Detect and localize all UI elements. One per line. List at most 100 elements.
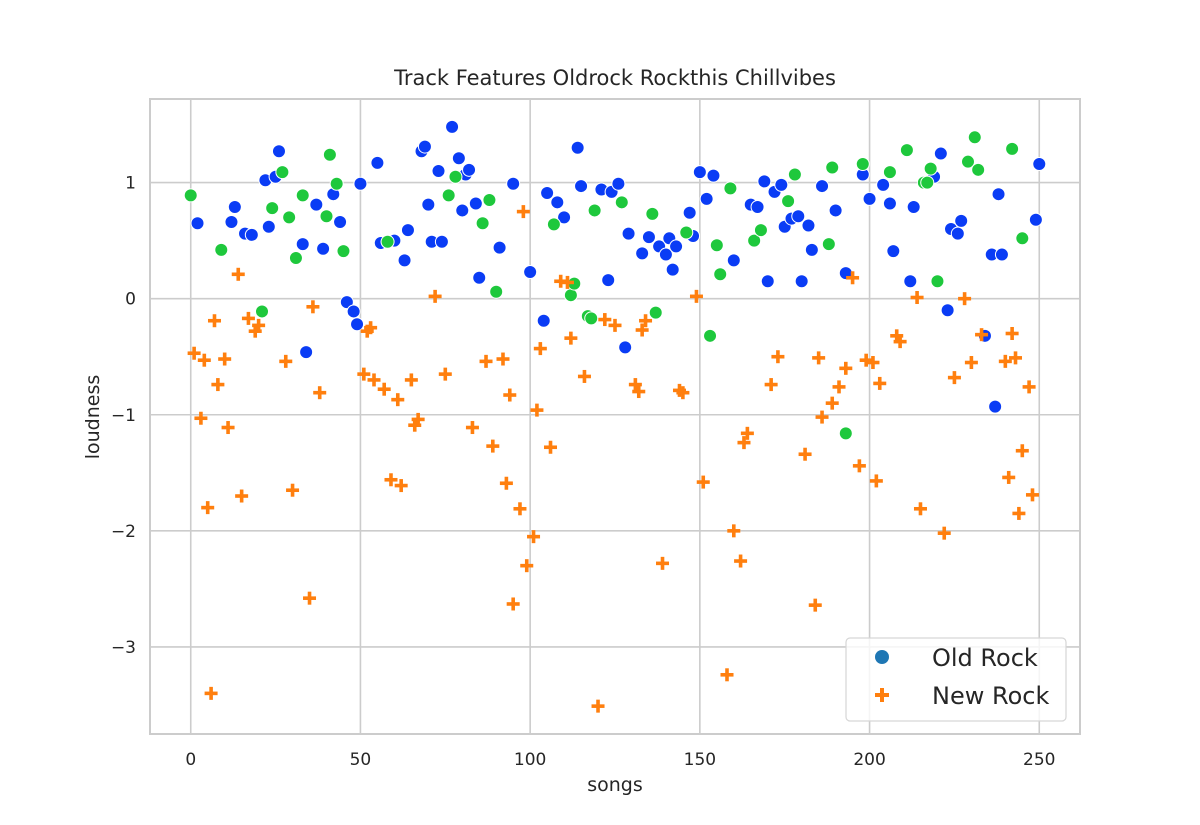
data-point [611,176,626,191]
data-point [468,196,483,211]
data-point [882,165,897,180]
data-point [370,155,385,170]
data-point [336,244,351,259]
data-point [235,489,249,503]
data-point [839,361,853,375]
data-point [964,356,978,370]
data-point [774,177,789,192]
data-point [472,270,487,285]
x-tick-label: 150 [684,750,716,770]
data-point [614,195,629,210]
data-point [400,223,415,238]
data-point [428,289,442,303]
data-point [295,188,310,203]
data-point [319,209,334,224]
data-point [1009,351,1023,365]
data-point [411,412,425,426]
y-axis-label: loudness [82,375,104,460]
data-point [353,176,368,191]
data-point [563,288,578,303]
data-point [489,284,504,299]
data-point [689,289,703,303]
data-point [672,383,686,397]
data-point [723,181,738,196]
data-point [350,317,365,332]
data-point [1028,212,1043,227]
data-point [499,476,513,490]
data-point [991,187,1006,202]
data-point [408,418,422,432]
data-point [384,473,398,487]
data-point [303,591,317,605]
data-point [218,352,232,366]
data-point [486,439,500,453]
y-tick-label: −3 [111,638,136,658]
data-point [825,160,840,175]
data-point [920,175,935,190]
data-point [866,356,880,370]
data-point [933,146,948,161]
data-point [380,234,395,249]
data-point [451,151,466,166]
data-point [838,426,853,441]
data-point [183,188,198,203]
data-point [313,386,327,400]
data-point [190,216,205,231]
data-point [726,253,741,268]
data-point [852,459,866,473]
data-point [862,191,877,206]
data-point [832,380,846,394]
data-point [645,206,660,221]
data-point [930,274,945,289]
data-point [503,388,517,402]
data-point [828,203,843,218]
x-tick-label: 0 [185,750,196,770]
data-point [204,686,218,700]
data-point [394,479,408,493]
data-point [1015,231,1030,246]
data-point [709,238,724,253]
data-point [404,373,418,387]
data-point [876,177,891,192]
data-point [231,267,245,281]
data-point [364,321,378,335]
data-point [787,167,802,182]
data-point [560,275,574,289]
data-point [357,367,371,381]
data-point [665,262,680,277]
data-point [194,411,208,425]
data-point [520,559,534,573]
data-point [903,274,918,289]
data-point [295,237,310,252]
data-point [564,331,578,345]
data-point [299,345,314,360]
data-point [734,554,748,568]
data-point [577,369,591,383]
data-point [417,139,432,154]
data-point [855,157,870,172]
data-point [557,210,572,225]
data-point [825,396,839,410]
data-point [760,274,775,289]
data-point [947,371,961,385]
data-point [658,247,673,262]
data-point [591,699,605,713]
data-point [241,311,255,325]
data-point [954,213,969,228]
data-point [906,199,921,214]
data-point [737,436,751,450]
data-point [462,162,477,177]
data-point [635,246,650,261]
legend-box [845,637,1067,722]
data-point [448,169,463,184]
legend-marker-old-rock [875,650,889,664]
data-point [873,376,887,390]
data-point [1005,141,1020,156]
data-point [750,199,765,214]
data-point [960,154,975,169]
data-point [1015,444,1029,458]
data-point [329,176,344,191]
data-point [574,179,589,194]
data-point [740,426,754,440]
data-point [1032,157,1047,172]
